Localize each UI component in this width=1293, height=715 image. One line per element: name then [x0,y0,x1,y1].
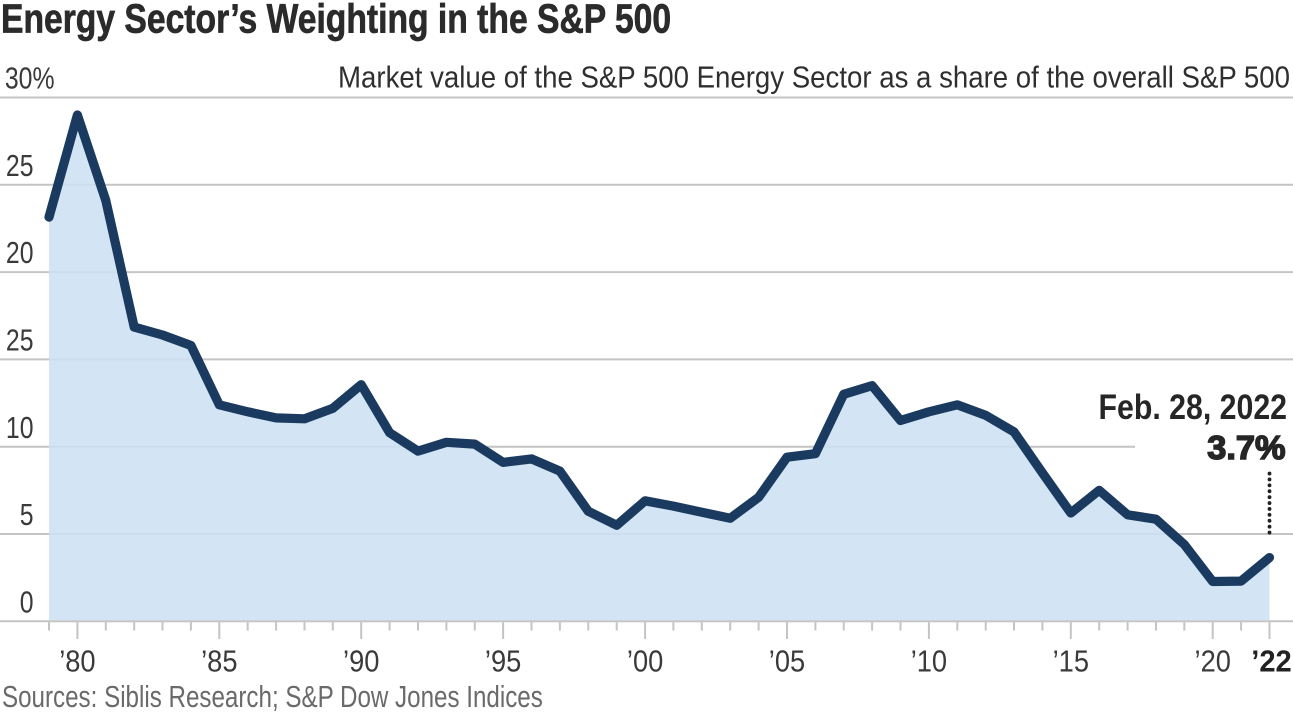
svg-text:10: 10 [6,410,34,444]
svg-text:’90: ’90 [343,645,379,679]
svg-text:’05: ’05 [769,645,805,679]
svg-text:5: 5 [20,497,34,531]
svg-text:3.7%: 3.7% [1207,431,1285,467]
svg-text:’10: ’10 [911,645,947,679]
svg-text:’00: ’00 [627,645,663,679]
svg-text:’80: ’80 [59,645,95,679]
svg-text:0: 0 [20,585,34,619]
svg-text:’95: ’95 [485,645,521,679]
svg-text:25: 25 [6,323,34,357]
svg-text:20: 20 [6,236,34,270]
svg-text:30%: 30% [5,61,55,95]
svg-text:Market value of the S&P 500 En: Market value of the S&P 500 Energy Secto… [338,60,1290,95]
svg-text:Sources: Siblis Research; S&P: Sources: Siblis Research; S&P Dow Jones … [2,679,543,714]
svg-text:25: 25 [6,148,34,182]
svg-text:’15: ’15 [1053,645,1089,679]
svg-text:’20: ’20 [1195,645,1231,679]
svg-text:’22: ’22 [1251,645,1292,679]
svg-text:Feb. 28, 2022: Feb. 28, 2022 [1099,387,1287,427]
svg-text:’85: ’85 [201,645,237,679]
svg-text:Energy Sector’s Weighting in t: Energy Sector’s Weighting in the S&P 500 [1,0,671,41]
